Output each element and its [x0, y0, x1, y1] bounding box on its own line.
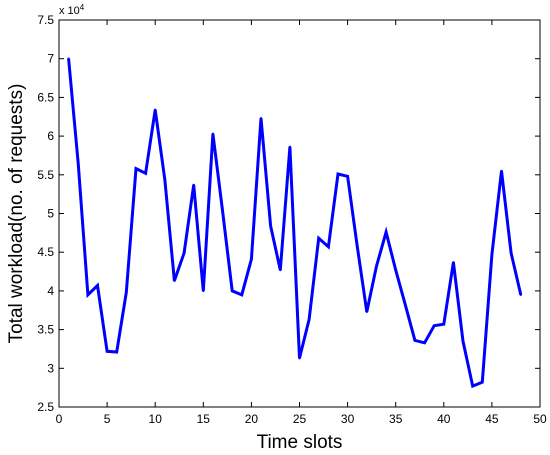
data-point	[375, 264, 378, 268]
data-point	[134, 167, 138, 170]
data-point	[336, 172, 340, 176]
data-point	[317, 237, 320, 240]
data-point	[259, 117, 263, 120]
data-point	[327, 245, 330, 248]
data-point	[394, 268, 397, 272]
data-point	[356, 244, 359, 248]
x-tick-label: 50	[533, 412, 547, 426]
y-axis-title: Total workload(no. of requests)	[6, 84, 27, 344]
data-point	[519, 293, 522, 296]
data-point	[105, 350, 109, 353]
data-point	[288, 145, 292, 149]
data-point	[86, 293, 90, 296]
y-tick-label: 4	[47, 284, 54, 298]
data-point	[433, 324, 436, 327]
data-point	[413, 339, 417, 342]
data-point	[240, 293, 243, 296]
x-tick-label: 30	[341, 412, 355, 426]
y-tick-label: 7.5	[37, 13, 54, 27]
x-axis-title: Time slots	[257, 432, 343, 453]
data-point	[365, 310, 368, 313]
y-tick-label: 3.5	[37, 323, 54, 337]
y-multiplier-base: x 10	[59, 5, 80, 17]
data-point	[154, 108, 157, 112]
data-point	[115, 350, 118, 354]
data-point	[423, 341, 426, 344]
data-point	[202, 289, 205, 293]
x-tick-label: 35	[389, 412, 403, 426]
data-point	[231, 289, 234, 293]
x-tick-label: 25	[293, 412, 307, 426]
data-point	[307, 318, 311, 321]
x-tick-label: 10	[149, 412, 163, 426]
data-point	[442, 323, 445, 326]
x-tick-label: 40	[437, 412, 451, 426]
series-line	[67, 58, 523, 389]
data-point	[192, 183, 195, 187]
x-tick-label: 15	[197, 412, 211, 426]
data-point	[404, 303, 407, 306]
axis-titles: Time slots Total workload(no. of request…	[6, 3, 342, 454]
tick-labels: 0 5 10 15 20 25 30 35 40 45 50 2.5 3 3.5 4 4.5 5 5.5 6 6.5 7…	[37, 13, 547, 426]
x-tick-label: 20	[245, 412, 259, 426]
data-point	[269, 224, 272, 228]
data-point	[173, 279, 176, 282]
data-point	[77, 162, 80, 165]
y-tick-label: 6.5	[37, 90, 54, 104]
y-tick-label: 3	[47, 361, 54, 375]
data-point	[221, 209, 224, 212]
y-tick-label: 4.5	[37, 245, 54, 259]
data-point	[500, 169, 503, 173]
data-point	[509, 251, 513, 255]
data-point	[211, 132, 215, 135]
y-tick-label: 5	[47, 207, 54, 221]
data-point	[461, 340, 465, 343]
y-multiplier-exponent: 4	[80, 3, 85, 12]
x-tick-label: 5	[104, 412, 111, 426]
y-tick-label: 5.5	[37, 168, 54, 182]
y-tick-label: 2.5	[37, 400, 54, 414]
data-point	[144, 172, 147, 175]
data-point	[298, 357, 301, 360]
y-axis-multiplier: x 104	[59, 3, 85, 18]
x-tick-label: 0	[56, 412, 63, 426]
data-point	[279, 268, 282, 272]
data-point	[490, 253, 494, 256]
data-point	[250, 258, 253, 261]
y-tick-label: 7	[47, 52, 54, 66]
axes	[58, 19, 541, 408]
data-point	[67, 57, 70, 60]
data-point	[481, 381, 484, 384]
data-point	[452, 261, 455, 264]
y-tick-label: 6	[47, 129, 54, 143]
plot-area	[67, 57, 523, 389]
data-point	[163, 178, 166, 181]
data-point	[384, 230, 388, 234]
data-point	[182, 251, 186, 255]
data-point	[471, 384, 474, 388]
data-point	[346, 175, 349, 178]
data-point	[96, 284, 99, 287]
data-point	[125, 291, 128, 294]
x-tick-label: 45	[485, 412, 499, 426]
